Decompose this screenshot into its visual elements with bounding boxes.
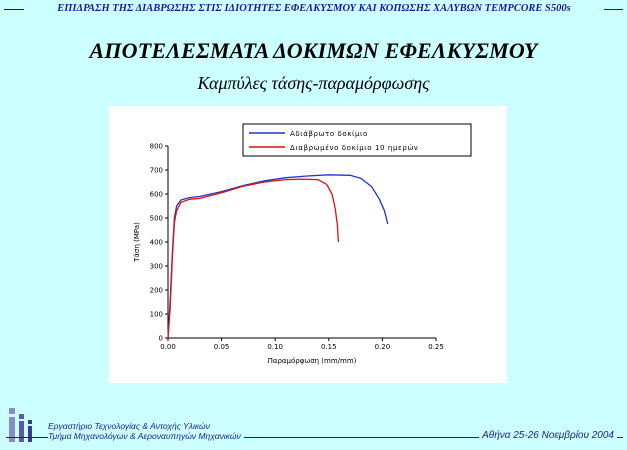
legend-label-series-1: Αδιάβρωτο δοκίμιο [290, 130, 368, 138]
stress-strain-chart: 0 100 200 300 400 500 600 700 800 0.00 0.05 0.10 0.1… [109, 106, 507, 383]
slide-subtitle: Καμπύλες τάσης-παραμόρφωσης [197, 73, 430, 93]
y-tick-label: 800 [150, 143, 163, 151]
x-tick-label: 0.00 [160, 343, 176, 351]
x-tick-label: 0.25 [428, 343, 444, 351]
x-tick-label: 0.10 [267, 343, 283, 351]
slide-title: ΑΠΟΤΕΛΕΣΜΑΤΑ ΔΟΚΙΜΩΝ ΕΦΕΛΚΥΣΜΟΥ [89, 38, 538, 63]
series-layer [167, 174, 389, 339]
series-line-2 [167, 178, 340, 339]
legend-box [242, 123, 472, 157]
footer-rule [6, 437, 623, 438]
axes-layer: 0 100 200 300 400 500 600 700 800 0.00 0.05 0.10 0.1… [150, 143, 444, 352]
series-line-1 [167, 174, 389, 339]
legend-label-series-2: Διαβρωμένο δοκίμιο 10 ημερών [290, 144, 418, 152]
x-axis-label: Παραμόρφωση (mm/mm) [268, 357, 357, 365]
y-tick-label: 600 [150, 191, 163, 199]
legend: Αδιάβρωτο δοκίμιο Διαβρωμένο δοκίμιο 10 … [242, 123, 472, 157]
x-tick-label: 0.05 [214, 343, 230, 351]
y-axis-label: Τάση (MPa) [133, 222, 141, 263]
y-tick-label: 300 [150, 263, 163, 271]
department-name: Τμήμα Μηχανολόγων & Αεροναυπηγών Μηχανικ… [48, 431, 241, 441]
lab-logo-icon [9, 408, 32, 442]
lab-name: Εργαστήριο Τεχνολογίας & Αντοχής Υλικών [48, 421, 210, 431]
chart-canvas: 0 100 200 300 400 500 600 700 800 0.00 0.05 0.10 0.1… [133, 123, 472, 365]
x-tick-label: 0.15 [321, 343, 337, 351]
y-tick-label: 400 [150, 239, 163, 247]
y-tick-label: 200 [150, 287, 163, 295]
y-tick-label: 700 [150, 167, 163, 175]
lab-credit: Εργαστήριο Τεχνολογίας & Αντοχής Υλικών … [48, 421, 244, 441]
y-tick-label: 0 [159, 335, 163, 343]
event-date: Αθήνα 25-26 Νοεμβρίου 2004 [479, 430, 617, 441]
y-tick-label: 100 [150, 311, 163, 319]
y-tick-label: 500 [150, 215, 163, 223]
x-tick-label: 0.20 [375, 343, 391, 351]
conference-title: ΕΠΙΔΡΑΣΗ ΤΗΣ ΔΙΑΒΡΩΣΗΣ ΣΤΙΣ ΙΔΙΟΤΗΤΕΣ ΕΦ… [24, 3, 604, 14]
